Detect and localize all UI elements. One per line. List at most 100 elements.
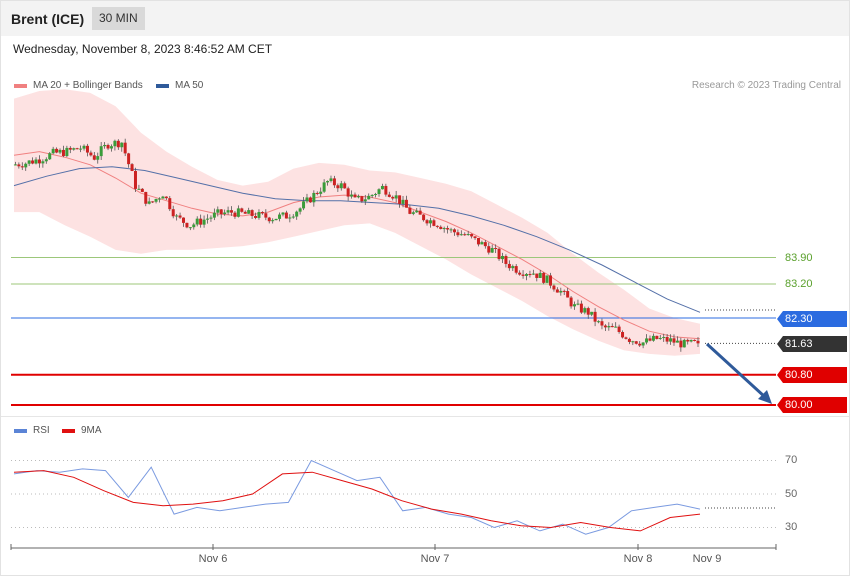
candle-body bbox=[339, 183, 343, 189]
forecast-arrow-shaft bbox=[705, 342, 767, 399]
candle-body bbox=[58, 149, 62, 153]
rsi-tick-30: 30 bbox=[785, 521, 798, 533]
candle-body bbox=[236, 208, 240, 217]
candle-body bbox=[470, 234, 474, 237]
candle-body bbox=[48, 153, 52, 160]
rsi-label: RSI bbox=[33, 425, 50, 436]
candle-body bbox=[82, 145, 86, 149]
ma50-line bbox=[13, 166, 701, 313]
candle-body bbox=[549, 275, 553, 286]
legend-9ma: 9MA bbox=[62, 425, 102, 436]
candle-body bbox=[144, 191, 148, 204]
bollinger-band bbox=[14, 89, 700, 356]
candle-body bbox=[531, 273, 535, 275]
candle-body bbox=[542, 272, 546, 283]
rsi-tick-50: 50 bbox=[785, 488, 798, 500]
candle-body bbox=[302, 201, 306, 209]
candle-body bbox=[569, 297, 573, 307]
candle-body bbox=[137, 188, 141, 190]
candle-body bbox=[281, 212, 285, 215]
candle-body bbox=[387, 194, 391, 197]
candle-body bbox=[230, 210, 234, 213]
ma9-label: 9MA bbox=[81, 425, 102, 436]
x-label-nov8: Nov 8 bbox=[623, 553, 653, 565]
candle-body bbox=[151, 201, 155, 203]
candle-body bbox=[384, 185, 388, 195]
candle-body bbox=[116, 140, 120, 148]
timeframe-badge[interactable]: 30 MIN bbox=[92, 7, 145, 30]
candle-body bbox=[610, 326, 614, 328]
candle-body bbox=[452, 229, 456, 233]
candle-body bbox=[31, 160, 35, 164]
candle-body bbox=[466, 234, 470, 236]
candle-body bbox=[92, 155, 96, 160]
candle-body bbox=[305, 197, 309, 202]
candle-body bbox=[528, 274, 532, 276]
candle-body bbox=[120, 142, 124, 148]
candle-body bbox=[394, 195, 398, 199]
candle-body bbox=[435, 225, 439, 227]
candle-body bbox=[130, 164, 134, 171]
candle-body bbox=[521, 274, 525, 276]
candle-body bbox=[85, 145, 89, 153]
candle-body bbox=[34, 159, 38, 164]
candle-body bbox=[518, 272, 522, 275]
candle-body bbox=[552, 285, 556, 290]
candle-body bbox=[308, 197, 312, 203]
candle-body bbox=[367, 195, 371, 200]
candle-body bbox=[483, 242, 487, 247]
candle-body bbox=[621, 332, 625, 338]
candle-body bbox=[133, 170, 137, 189]
candle-body bbox=[439, 226, 443, 229]
candle-body bbox=[209, 217, 213, 219]
candle-body bbox=[219, 209, 223, 215]
candle-body bbox=[432, 220, 436, 226]
candle-body bbox=[291, 216, 295, 218]
candle-body bbox=[278, 214, 282, 219]
candle-body bbox=[68, 147, 72, 150]
candle-body bbox=[497, 248, 501, 260]
candle-body bbox=[507, 263, 511, 269]
candle-body bbox=[37, 159, 41, 164]
candle-body bbox=[175, 215, 179, 217]
rsi-line bbox=[13, 459, 701, 535]
x-label-nov6: Nov 6 bbox=[198, 553, 228, 565]
candle-body bbox=[579, 303, 583, 313]
candle-body bbox=[326, 181, 330, 183]
candle-body bbox=[428, 220, 432, 224]
candle-body bbox=[463, 234, 467, 236]
candle-body bbox=[377, 189, 381, 195]
candle-body bbox=[79, 148, 83, 150]
candle-body bbox=[113, 140, 117, 147]
candle-body bbox=[425, 220, 429, 224]
candle-body bbox=[17, 164, 21, 167]
candle-body bbox=[487, 246, 491, 253]
x-label-nov9: Nov 9 bbox=[692, 553, 722, 565]
candle-body bbox=[271, 220, 275, 222]
candle-body bbox=[494, 248, 498, 250]
candle-body bbox=[370, 194, 374, 196]
panel-divider bbox=[1, 416, 849, 417]
candle-body bbox=[380, 185, 384, 190]
rsi-swatch bbox=[14, 428, 27, 433]
candle-body bbox=[559, 290, 563, 293]
level-tag-80-80: 80.80 bbox=[777, 367, 847, 383]
candle-body bbox=[576, 303, 580, 305]
candle-body bbox=[360, 196, 364, 202]
candle-body bbox=[648, 338, 652, 341]
candle-body bbox=[295, 211, 299, 217]
candle-body bbox=[535, 273, 539, 278]
candle-body bbox=[44, 159, 48, 162]
candle-body bbox=[456, 232, 460, 236]
candle-body bbox=[212, 212, 216, 218]
candle-body bbox=[353, 194, 357, 198]
candle-body bbox=[689, 339, 693, 342]
candle-body bbox=[651, 335, 655, 341]
candle-body bbox=[192, 224, 196, 228]
timestamp: Wednesday, November 8, 2023 8:46:52 AM C… bbox=[13, 42, 273, 56]
candle-body bbox=[627, 338, 631, 342]
candle-body bbox=[408, 207, 412, 214]
candle-body bbox=[182, 217, 185, 223]
candle-body bbox=[693, 339, 697, 341]
candle-body bbox=[607, 326, 611, 328]
